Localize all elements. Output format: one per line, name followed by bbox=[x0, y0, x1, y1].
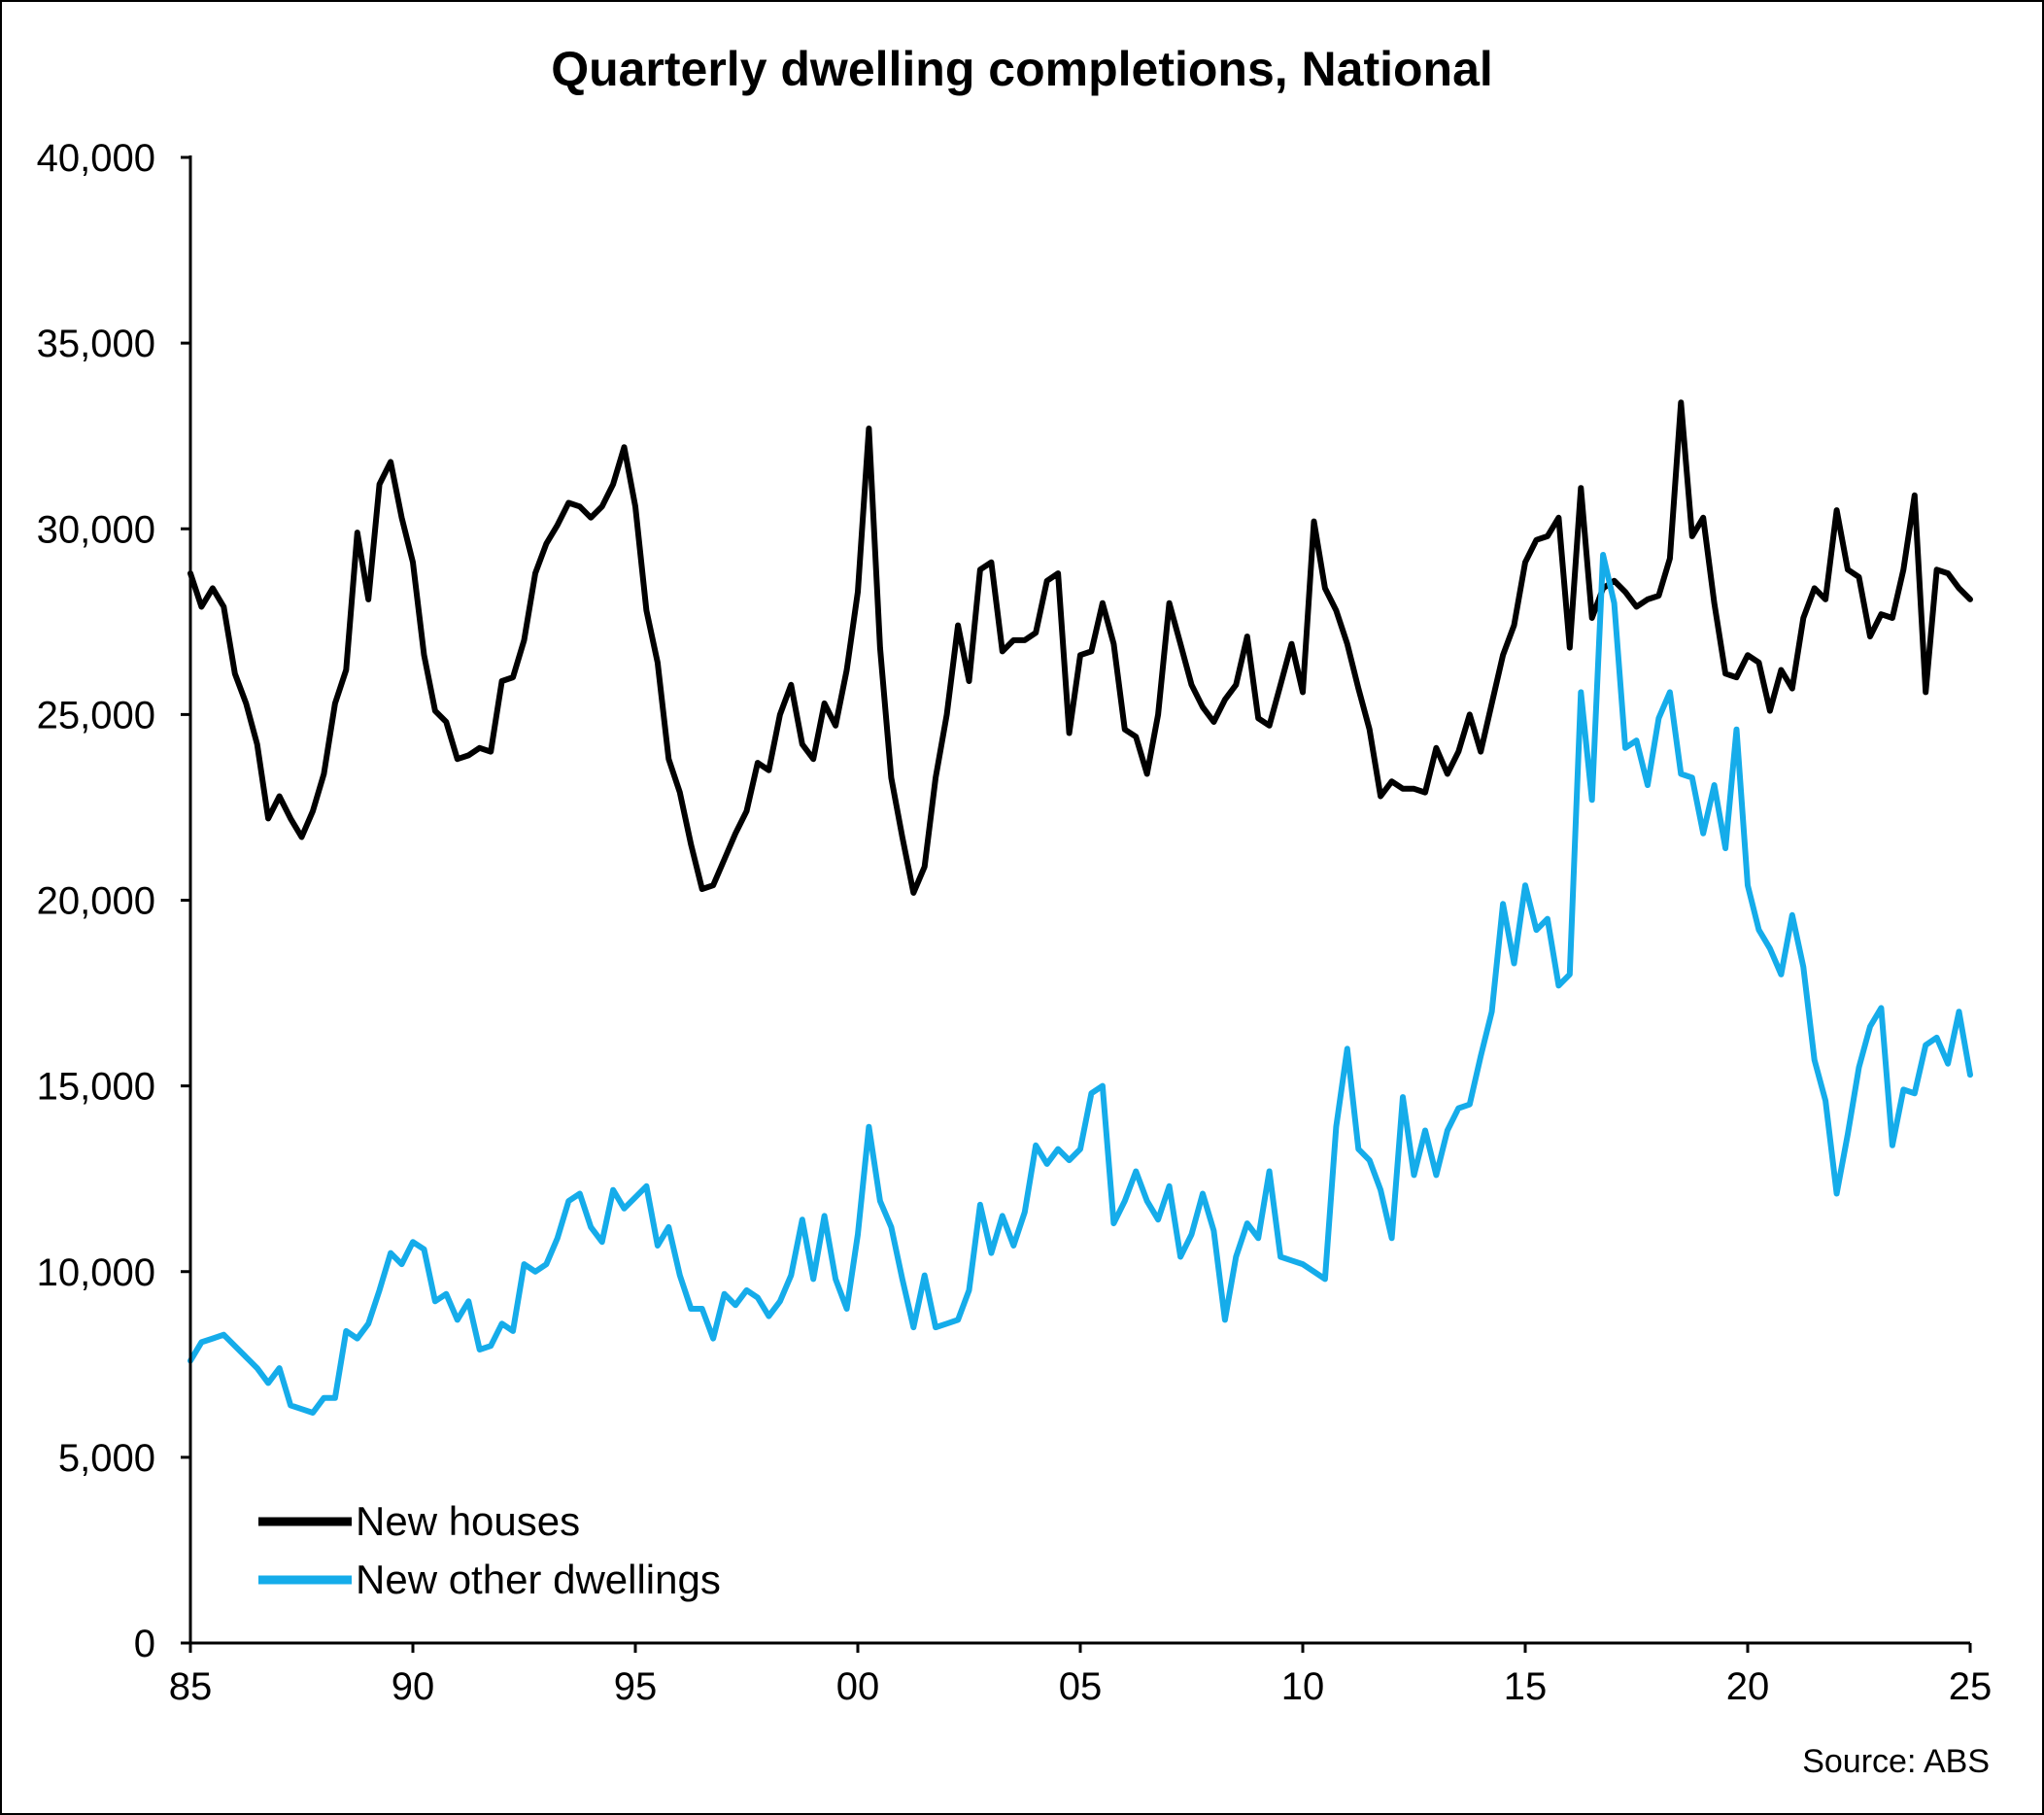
x-tick-label: 20 bbox=[1726, 1665, 1770, 1708]
x-tick-label: 85 bbox=[169, 1665, 213, 1708]
x-tick-label: 10 bbox=[1281, 1665, 1325, 1708]
x-tick-label: 95 bbox=[614, 1665, 658, 1708]
x-tick-label: 15 bbox=[1504, 1665, 1548, 1708]
legend-label-new-houses: New houses bbox=[356, 1498, 580, 1544]
legend: New houses New other dwellings bbox=[258, 1498, 721, 1602]
y-tick-label: 35,000 bbox=[37, 323, 155, 365]
x-tick-label: 90 bbox=[392, 1665, 435, 1708]
y-tick-label: 40,000 bbox=[37, 137, 155, 180]
series-layer bbox=[187, 399, 1973, 1416]
y-tick-label: 10,000 bbox=[37, 1251, 155, 1294]
legend-label-new-other-dwellings: New other dwellings bbox=[356, 1557, 721, 1602]
x-tick-label: 05 bbox=[1059, 1665, 1103, 1708]
series-line-new-houses bbox=[187, 399, 1973, 896]
y-tick-label: 20,000 bbox=[37, 880, 155, 923]
axes-layer: 0 5,000 10,000 15,000 20,000 25,000 30,000 35,0… bbox=[37, 137, 1993, 1708]
y-tick-label: 0 bbox=[134, 1623, 155, 1665]
x-tick-label: 25 bbox=[1949, 1665, 1993, 1708]
y-tick-label: 30,000 bbox=[37, 508, 155, 551]
x-tick-label: 00 bbox=[836, 1665, 880, 1708]
chart-title: Quarterly dwelling completions, National bbox=[551, 42, 1493, 96]
series-line-new-other-dwellings bbox=[187, 552, 1973, 1416]
y-tick-label: 25,000 bbox=[37, 694, 155, 736]
y-tick-label: 15,000 bbox=[37, 1066, 155, 1109]
source-note: Source: ABS bbox=[1802, 1743, 1990, 1780]
y-tick-label: 5,000 bbox=[58, 1437, 155, 1480]
